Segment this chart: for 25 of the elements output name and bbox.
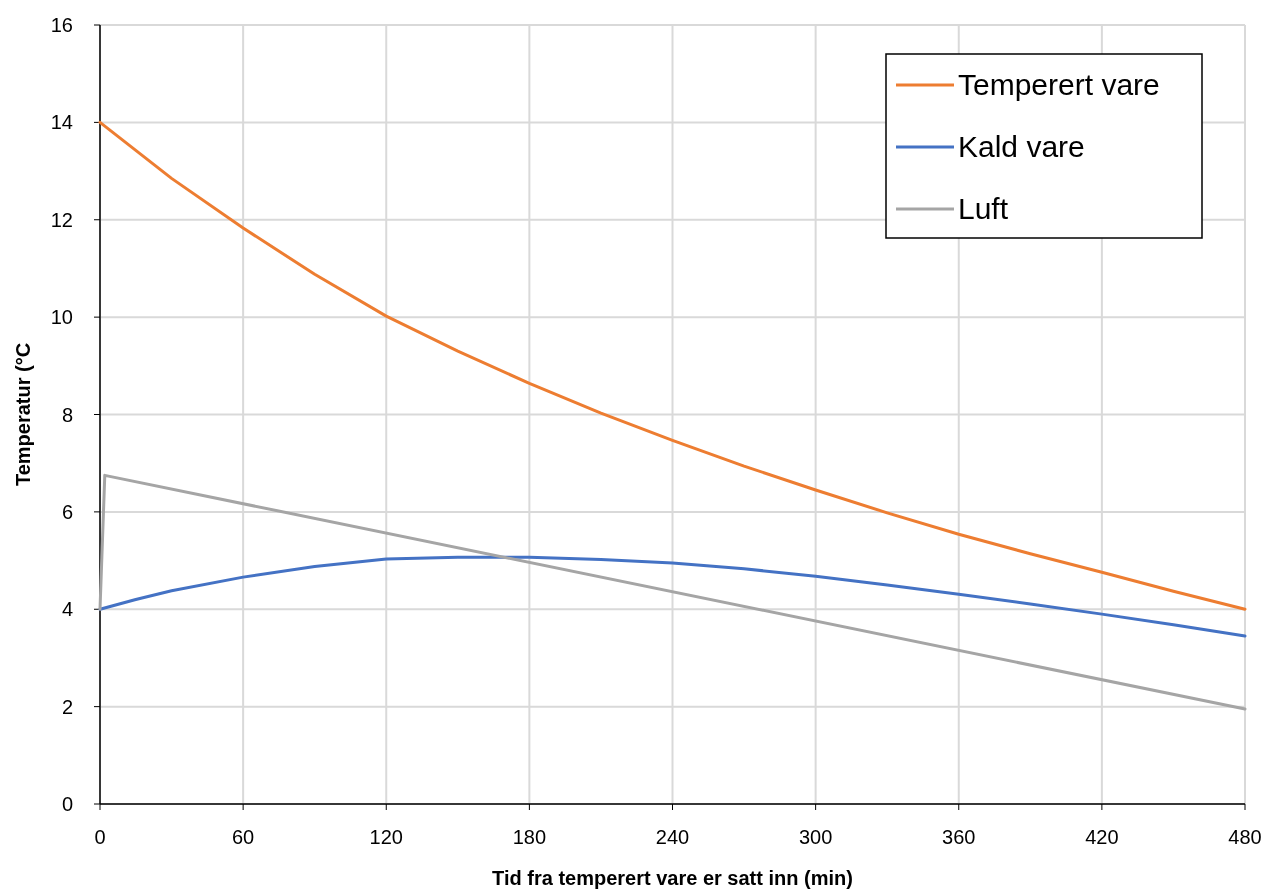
y-tick-label: 10 (50, 306, 73, 329)
legend-label: Temperert vare (958, 68, 1160, 101)
y-tick-label: 14 (50, 111, 73, 134)
x-tick-label: 120 (369, 826, 403, 848)
x-tick-label: 0 (94, 826, 106, 848)
y-tick-label: 12 (50, 208, 73, 231)
x-tick-label: 360 (942, 826, 976, 848)
y-tick-label: 0 (61, 793, 73, 815)
x-tick-label: 240 (655, 826, 690, 848)
x-tick-label: 480 (1228, 826, 1262, 848)
legend-label: Luft (958, 192, 1009, 225)
line-series (98, 555, 1247, 638)
y-tick-label: 8 (61, 403, 73, 426)
y-tick-label: 6 (61, 500, 73, 523)
legend-label: Kald vare (958, 130, 1085, 163)
y-tick-label: 4 (61, 598, 73, 621)
x-tick-label: 420 (1085, 826, 1119, 848)
y-axis-title: Temperatur (°C (12, 342, 34, 487)
x-tick-label: 180 (512, 826, 547, 848)
y-tick-label: 16 (50, 14, 73, 36)
y-tick-label: 2 (61, 695, 73, 718)
line-series (98, 120, 1247, 611)
x-tick-label: 300 (798, 826, 833, 848)
x-tick-label: 60 (232, 826, 255, 848)
x-axis-title: Tid fra temperert vare er satt inn (min) (492, 867, 853, 889)
